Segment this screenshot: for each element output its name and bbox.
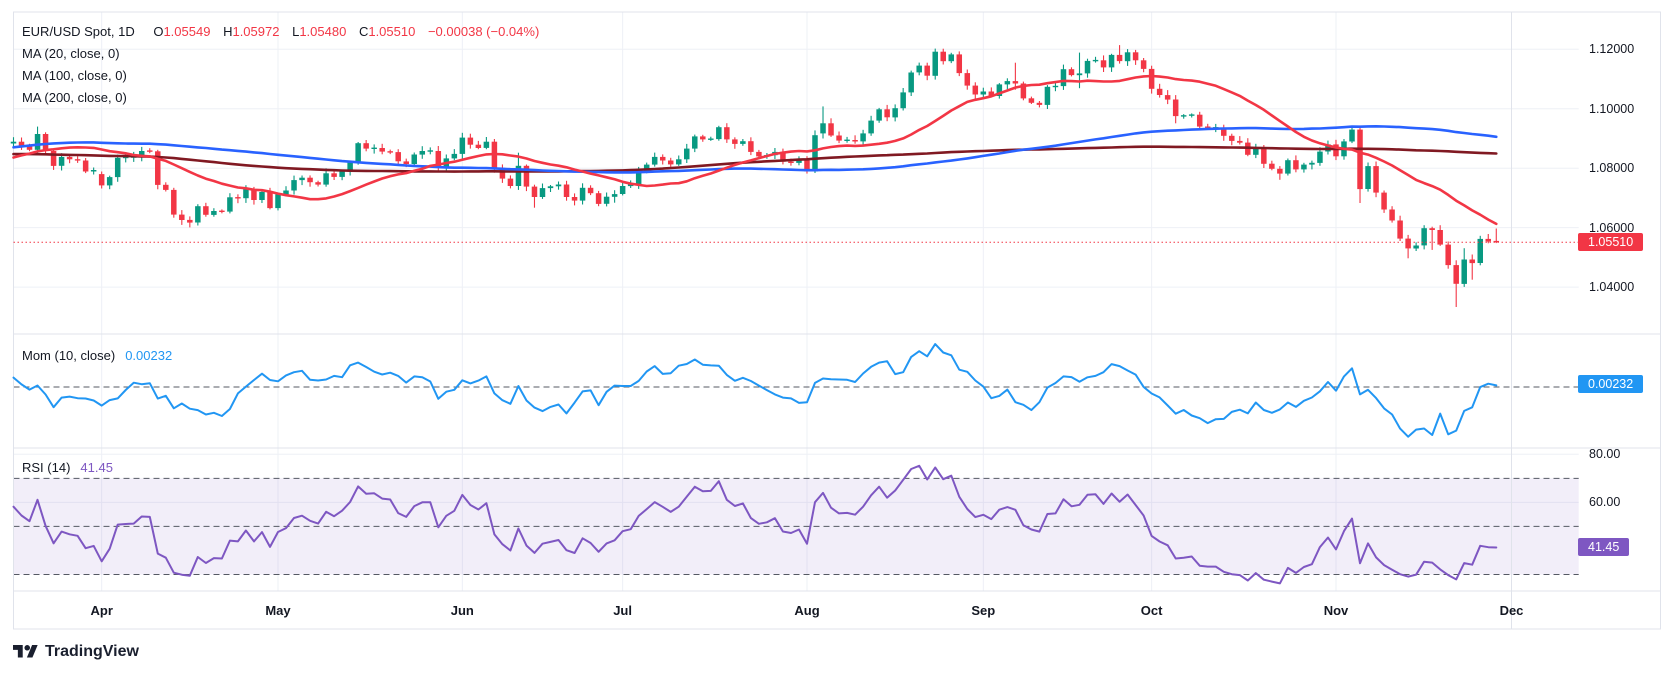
price-tick-1.10000: 1.10000 <box>1589 101 1635 116</box>
rsi-legend-label: RSI (14) <box>22 460 71 475</box>
tradingview-wordmark: TradingView <box>45 643 139 660</box>
momentum-legend-value: 0.00232 <box>125 348 173 363</box>
rsi-legend: RSI (14) 41.45 <box>22 459 113 477</box>
month-label-Jun: Jun <box>450 603 474 618</box>
price-tick-1.08000: 1.08000 <box>1589 161 1635 176</box>
month-label-Dec: Dec <box>1499 603 1524 618</box>
momentum-value-label: 0.00232 <box>1578 374 1644 393</box>
last-price-label: 1.05510 <box>1578 233 1644 252</box>
ma20-legend: MA (20, close, 0) <box>22 45 120 61</box>
tradingview-attribution[interactable]: TradingView <box>13 643 139 660</box>
low-label: L <box>292 23 300 39</box>
momentum-legend-label: Mom (10, close) <box>22 348 116 363</box>
month-label-Oct: Oct <box>1140 603 1163 618</box>
month-label-Aug: Aug <box>794 603 820 618</box>
price-tick-1.04000: 1.04000 <box>1589 280 1635 295</box>
high-value: 1.05972 <box>232 23 280 39</box>
close-value: 1.05510 <box>368 23 416 39</box>
rsi-tick-80.00: 80.00 <box>1589 447 1621 462</box>
month-label-Jul: Jul <box>613 603 632 618</box>
month-label-Nov: Nov <box>1323 603 1349 618</box>
change-value: −0.00038 (−0.04%) <box>427 23 540 39</box>
month-label-Apr: Apr <box>90 603 113 618</box>
high-label: H <box>223 23 233 39</box>
symbol-title: EUR/USD Spot, 1D <box>22 23 135 39</box>
tradingview-logo-icon <box>13 645 38 658</box>
close-label: C <box>358 23 369 39</box>
month-label-Sep: Sep <box>971 603 996 618</box>
open-label: O <box>153 23 164 39</box>
ma200-legend: MA (200, close, 0) <box>22 89 127 105</box>
rsi-tick-60.00: 60.00 <box>1589 495 1621 510</box>
rsi-value-label: 41.45 <box>1578 538 1630 556</box>
ma100-legend: MA (100, close, 0) <box>22 67 127 83</box>
low-value: 1.05480 <box>299 23 347 39</box>
price-tick-1.12000: 1.12000 <box>1589 42 1635 57</box>
legend-symbol-row: EUR/USD Spot, 1D O1.05549 H1.05972 L1.05… <box>22 21 548 43</box>
momentum-legend: Mom (10, close) 0.00232 <box>22 347 172 365</box>
rsi-legend-value: 41.45 <box>80 460 113 475</box>
month-label-May: May <box>265 603 291 618</box>
open-value: 1.05549 <box>163 23 211 39</box>
price-tick-1.06000: 1.06000 <box>1589 220 1635 235</box>
